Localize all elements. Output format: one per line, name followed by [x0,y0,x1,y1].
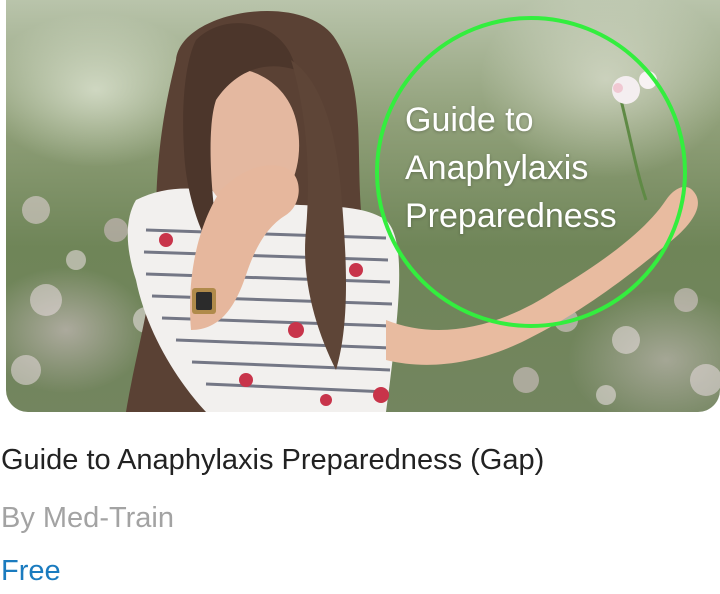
course-price: Free [1,555,61,587]
thumbnail-caption-line-1: Guide to [405,101,534,139]
highlight-circle [375,16,687,328]
thumbnail-caption-line-3: Preparedness [405,197,617,235]
course-thumbnail[interactable]: Guide to Anaphylaxis Preparedness [6,0,720,412]
course-title[interactable]: Guide to Anaphylaxis Preparedness (Gap) [1,444,545,476]
woman-photo [11,11,720,412]
thumbnail-caption-line-2: Anaphylaxis [405,149,589,187]
course-author: By Med-Train [1,502,174,534]
thumbnail-caption: Guide to Anaphylaxis Preparedness [405,96,675,240]
